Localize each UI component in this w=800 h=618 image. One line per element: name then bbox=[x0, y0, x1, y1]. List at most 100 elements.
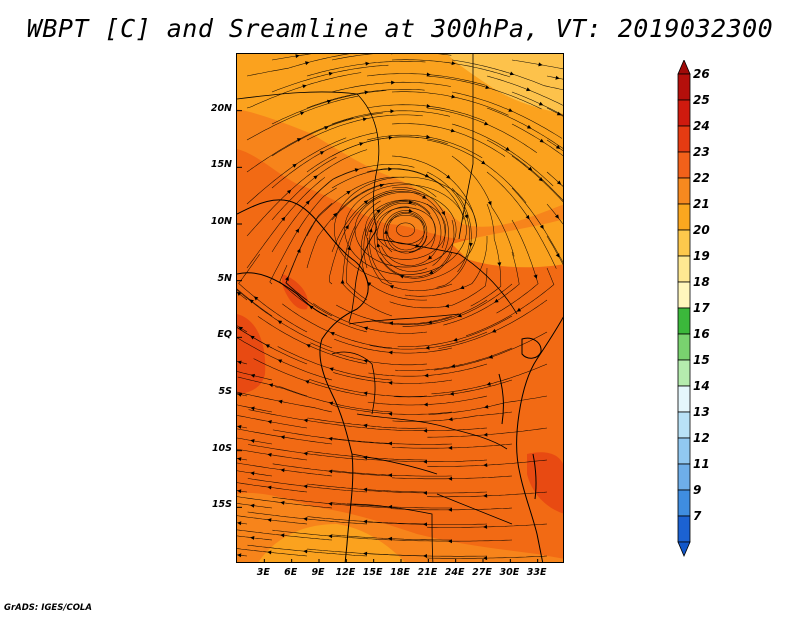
vortex-ring bbox=[375, 207, 436, 253]
streamline bbox=[427, 427, 548, 438]
lon-tick-label: 30E bbox=[499, 567, 520, 578]
streamline-arrowhead bbox=[389, 285, 394, 289]
streamline-arrowhead bbox=[303, 418, 308, 423]
streamline-arrowhead bbox=[539, 138, 544, 143]
streamline bbox=[277, 346, 393, 381]
streamline-arrowhead bbox=[267, 550, 272, 555]
streamline bbox=[306, 176, 405, 237]
streamline-arrowhead bbox=[286, 189, 292, 194]
streamline-arrowhead bbox=[363, 423, 368, 428]
lat-tick-label: 20N bbox=[210, 102, 232, 114]
streamline bbox=[333, 372, 453, 384]
streamline bbox=[237, 448, 308, 461]
streamline-arrowhead bbox=[280, 435, 285, 440]
streamline-arrowhead bbox=[554, 214, 559, 219]
streamline-arrowhead bbox=[450, 128, 456, 133]
streamline-arrowhead bbox=[469, 242, 473, 247]
streamline bbox=[486, 75, 563, 106]
colorbar-box bbox=[677, 359, 691, 387]
vortex-ring bbox=[333, 176, 478, 283]
colorbar-label: 12 bbox=[693, 431, 710, 445]
streamline-arrowhead bbox=[250, 439, 255, 443]
colorbar-box bbox=[677, 99, 691, 127]
lon-tick-label: 21E bbox=[417, 567, 438, 578]
streamline bbox=[427, 523, 548, 528]
streamline bbox=[380, 219, 455, 278]
colorbar-box bbox=[677, 307, 691, 335]
colorbar-label: 18 bbox=[693, 275, 710, 289]
streamline-arrowhead bbox=[555, 75, 560, 80]
streamline bbox=[247, 544, 368, 557]
streamline-arrowhead bbox=[305, 61, 310, 66]
streamline-arrowhead bbox=[237, 489, 242, 494]
streamline-arrowhead bbox=[388, 135, 393, 140]
streamline-arrowhead bbox=[388, 321, 394, 326]
streamline bbox=[329, 191, 393, 285]
map-canvas bbox=[237, 54, 563, 562]
field-region-22-tongue bbox=[452, 219, 563, 268]
streamline bbox=[246, 95, 359, 141]
streamline bbox=[306, 89, 425, 109]
axis-ticks bbox=[237, 110, 539, 562]
border-angola-zambia bbox=[351, 453, 438, 475]
streamline-arrowhead bbox=[429, 270, 434, 274]
streamline-arrowhead bbox=[253, 296, 259, 301]
streamline-arrowhead bbox=[488, 354, 494, 359]
streamline-arrowhead bbox=[448, 476, 453, 481]
streamline-arrowhead bbox=[525, 215, 530, 220]
streamline-arrowhead bbox=[538, 101, 544, 106]
streamline-arrowhead bbox=[457, 313, 462, 318]
streamline bbox=[308, 378, 428, 397]
streamline bbox=[247, 511, 368, 525]
streamline-arrowhead bbox=[448, 417, 453, 422]
lon-tick-label: 27E bbox=[472, 567, 492, 578]
streamline bbox=[511, 59, 563, 70]
streamline-arrowhead bbox=[292, 163, 297, 168]
streamline bbox=[306, 183, 385, 269]
streamline bbox=[237, 327, 308, 365]
streamline-arrowhead bbox=[354, 168, 360, 173]
colorbar-box bbox=[677, 255, 691, 283]
colorbar-label: 25 bbox=[693, 93, 710, 107]
colorbar-top-arrow bbox=[677, 60, 691, 75]
streamline-arrowhead bbox=[362, 117, 368, 122]
map-frame bbox=[236, 53, 564, 563]
streamline bbox=[310, 342, 428, 366]
streamline-arrowhead bbox=[237, 521, 242, 526]
streamline-arrowhead bbox=[448, 507, 452, 512]
streamline bbox=[363, 200, 431, 269]
streamline bbox=[247, 478, 368, 493]
streamline-arrowhead bbox=[450, 364, 456, 368]
streamline-arrowhead bbox=[483, 463, 488, 468]
streamline-arrowhead bbox=[484, 121, 489, 126]
streamline-arrowhead bbox=[340, 279, 345, 284]
streamline-arrowhead bbox=[423, 428, 428, 433]
streamline-arrowhead bbox=[267, 485, 272, 490]
streamline bbox=[271, 132, 377, 189]
streamline-arrowhead bbox=[423, 554, 427, 558]
streamline-arrowhead bbox=[345, 224, 349, 230]
colorbar-box bbox=[677, 333, 691, 361]
streamline-arrowhead bbox=[267, 420, 272, 424]
streamline bbox=[237, 482, 308, 493]
streamline-arrowhead bbox=[448, 445, 453, 450]
colorbar-box bbox=[677, 203, 691, 231]
streamline-arrowhead bbox=[303, 517, 308, 521]
lat-tick-label: 5S bbox=[218, 386, 232, 397]
streamline-arrowhead bbox=[329, 367, 334, 372]
streamline-arrowhead bbox=[451, 94, 456, 99]
colorbar-box bbox=[677, 385, 691, 413]
colorbar-label: 24 bbox=[693, 119, 710, 133]
streamline-arrowhead bbox=[391, 80, 396, 85]
streamline-arrowhead bbox=[328, 71, 333, 76]
streamline-arrowhead bbox=[516, 307, 522, 312]
streamline-arrowhead bbox=[388, 504, 393, 509]
streamline bbox=[237, 404, 273, 413]
streamline-arrowhead bbox=[444, 304, 450, 308]
streamline bbox=[387, 213, 425, 251]
east-africa-coast bbox=[516, 316, 563, 562]
streamline-arrowhead bbox=[481, 160, 486, 165]
border-niger-chad bbox=[356, 93, 380, 230]
lon-tick-label: 6E bbox=[284, 567, 298, 578]
colorbar-label: 7 bbox=[693, 509, 702, 523]
